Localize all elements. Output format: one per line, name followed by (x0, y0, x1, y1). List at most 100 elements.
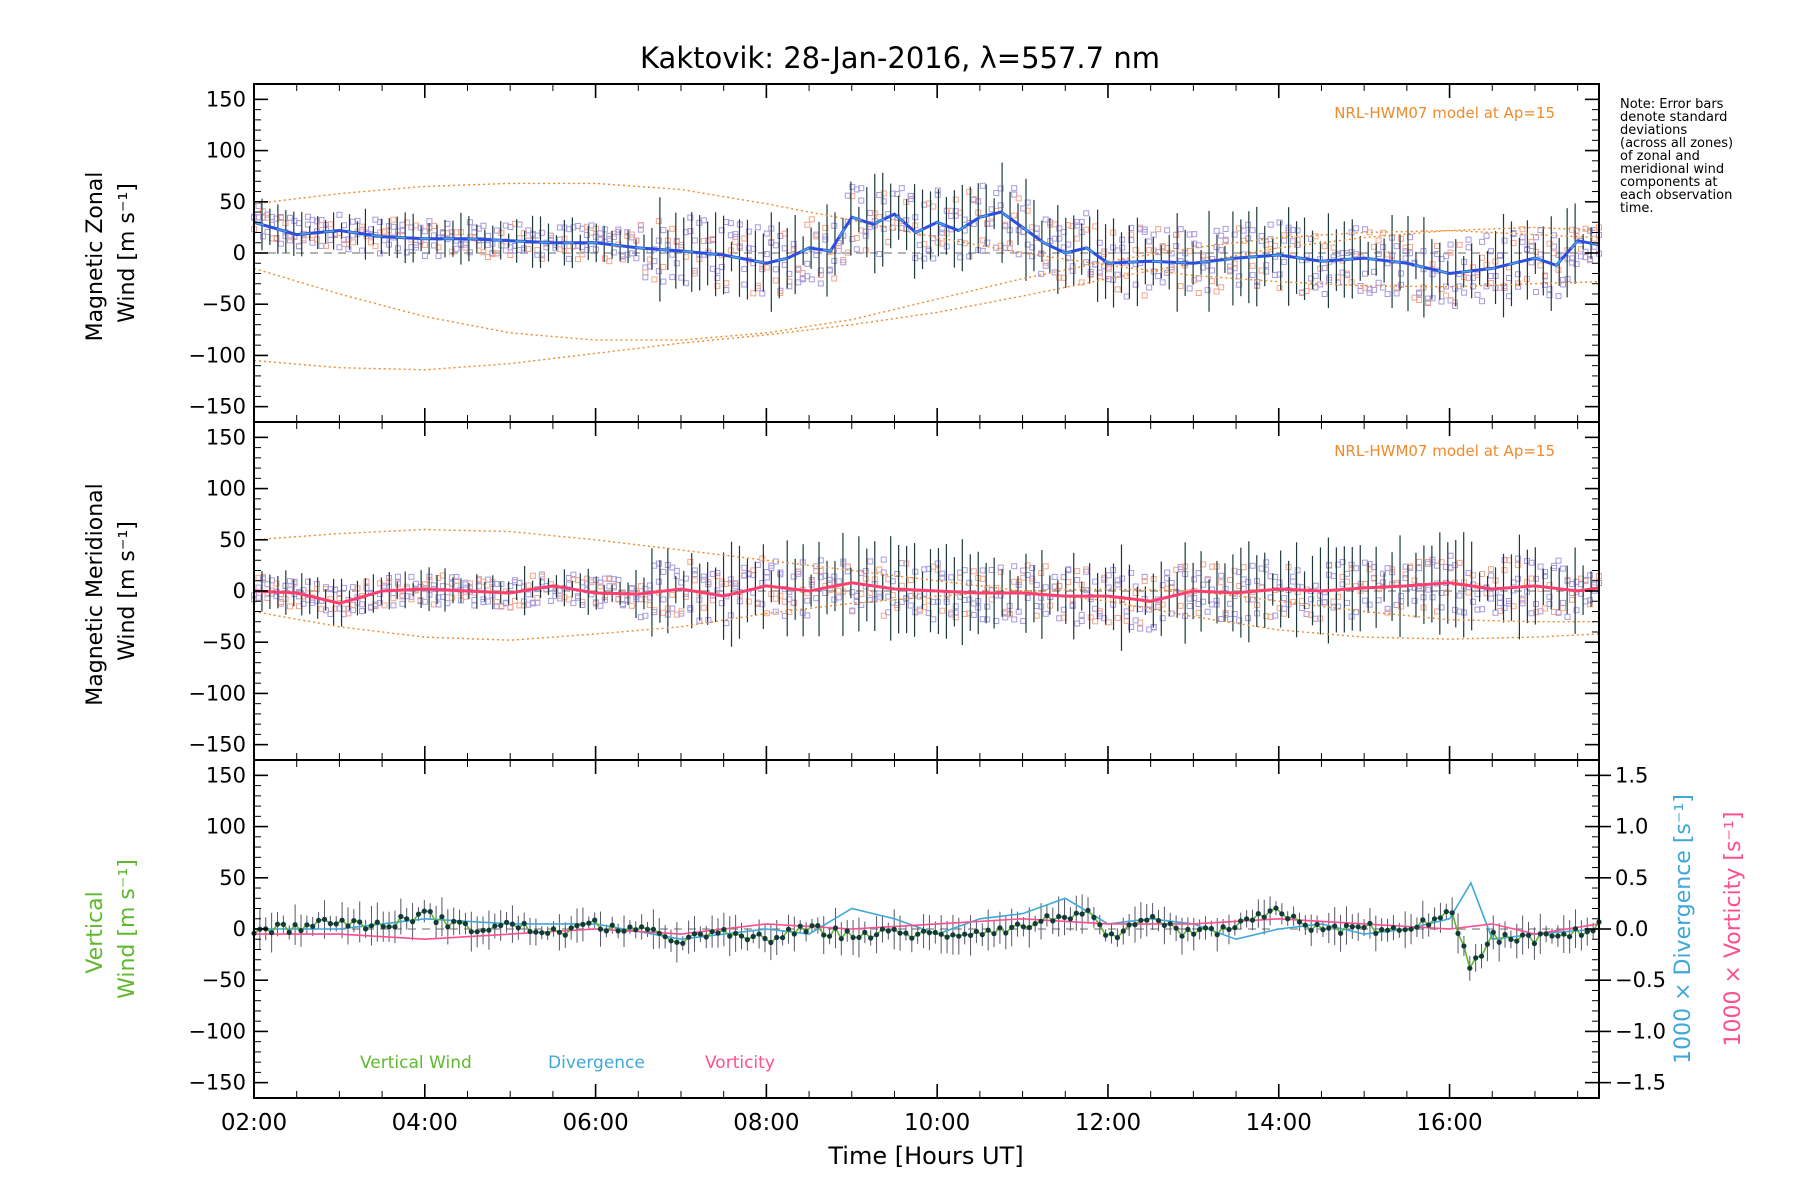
scatter-marker (1515, 271, 1522, 278)
vertical-wind-point (985, 927, 991, 933)
zonal-model-label: NRL-HWM07 model at Ap=15 (1334, 104, 1555, 122)
scatter-marker (1177, 564, 1184, 571)
vertical-wind-point (474, 929, 480, 935)
scatter-marker (1051, 235, 1058, 242)
vertical-wind-point (1161, 922, 1167, 929)
scatter-marker (1546, 286, 1553, 293)
scatter-marker (529, 572, 536, 579)
y-tick-label: 0 (233, 579, 246, 603)
scatter-marker (1438, 298, 1445, 305)
vertical-wind-point (363, 926, 369, 932)
scatter-marker (1303, 611, 1310, 618)
scatter-marker (1218, 284, 1225, 291)
scatter-marker (700, 238, 707, 245)
scatter-marker (687, 558, 694, 565)
vertical-wind-point (1085, 907, 1091, 914)
scatter-marker (1042, 563, 1049, 570)
scatter-marker (1308, 283, 1315, 290)
scatter-marker (1204, 262, 1211, 269)
vertical-wind-point (556, 929, 563, 935)
scatter-marker (1470, 598, 1477, 605)
scatter-marker (1564, 613, 1571, 620)
scatter-marker (1245, 596, 1252, 603)
scatter-marker (309, 216, 316, 223)
scatter-marker (1051, 269, 1058, 276)
vertical-wind-point (1103, 932, 1109, 938)
scatter-marker (1587, 601, 1594, 608)
scatter-marker (808, 581, 815, 588)
scatter-marker (1105, 266, 1112, 273)
scatter-marker (979, 567, 986, 574)
vertical-wind-point (439, 914, 445, 920)
scatter-marker (1105, 276, 1112, 283)
scatter-marker (1245, 579, 1252, 586)
scatter-marker (1083, 259, 1090, 266)
scatter-marker (565, 226, 572, 233)
scatter-marker (678, 608, 685, 615)
scatter-marker (1555, 557, 1562, 564)
scatter-marker (925, 597, 932, 604)
vertical-wind-point (973, 928, 980, 935)
scatter-marker (907, 577, 914, 584)
y-tick-label: 150 (206, 425, 246, 449)
vertical-wind-point (1138, 917, 1144, 924)
scatter-marker (1479, 606, 1486, 613)
vertical-wind-point (1402, 927, 1408, 933)
vertical-wind-point (879, 926, 886, 932)
scatter-marker (1011, 616, 1018, 623)
scatter-marker (714, 569, 721, 576)
scatter-marker (624, 233, 631, 240)
vertical-wind-point (997, 925, 1003, 931)
scatter-marker (669, 605, 676, 612)
scatter-marker (1456, 559, 1463, 566)
vertical-wind-point (762, 935, 768, 942)
scatter-marker (556, 246, 563, 253)
vertical-wind-point (1191, 931, 1197, 937)
scatter-marker (1533, 288, 1540, 295)
scatter-marker (1029, 564, 1036, 571)
scatter-marker (498, 242, 505, 249)
scatter-marker (480, 222, 487, 229)
scatter-marker (358, 601, 365, 608)
scatter-marker (520, 245, 527, 252)
scatter-marker (1443, 563, 1450, 570)
scatter-marker (705, 617, 712, 624)
scatter-marker (997, 568, 1004, 575)
scatter-marker (984, 616, 991, 623)
scatter-marker (1488, 566, 1495, 573)
vertical-wind-point (462, 921, 468, 927)
scatter-marker (925, 610, 932, 617)
scatter-marker (300, 587, 307, 594)
vertical-wind-point (386, 924, 392, 930)
y2-tick-label: −1.5 (1615, 1071, 1666, 1095)
scatter-marker (1479, 238, 1486, 245)
scatter-marker (880, 190, 887, 197)
scatter-marker (1083, 210, 1090, 217)
note-line: deviations (1620, 123, 1687, 138)
scatter-marker (480, 599, 487, 606)
scatter-marker (1353, 225, 1360, 232)
scatter-marker (538, 252, 545, 259)
scatter-marker (498, 581, 505, 588)
vertical-wind-point (1120, 928, 1126, 934)
vertical-wind-point (1443, 909, 1449, 915)
scatter-marker (939, 607, 946, 614)
scatter-marker (1029, 578, 1036, 585)
scatter-marker (507, 583, 514, 590)
scatter-marker (1258, 267, 1265, 274)
scatter-marker (538, 573, 545, 580)
vertical-wind-point (1132, 922, 1138, 928)
scatter-marker (1438, 559, 1445, 566)
scatter-marker (1263, 268, 1270, 275)
scatter-marker (1069, 602, 1076, 609)
scatter-marker (1083, 568, 1090, 575)
y-tick-label: 50 (219, 528, 246, 552)
scatter-marker (1339, 250, 1346, 257)
scatter-marker (1335, 603, 1342, 610)
scatter-marker (556, 224, 563, 231)
scatter-marker (1393, 601, 1400, 608)
vertical-wind-point (832, 925, 839, 931)
scatter-marker (1141, 226, 1148, 233)
scatter-marker (1582, 248, 1589, 255)
scatter-marker (1263, 613, 1270, 620)
